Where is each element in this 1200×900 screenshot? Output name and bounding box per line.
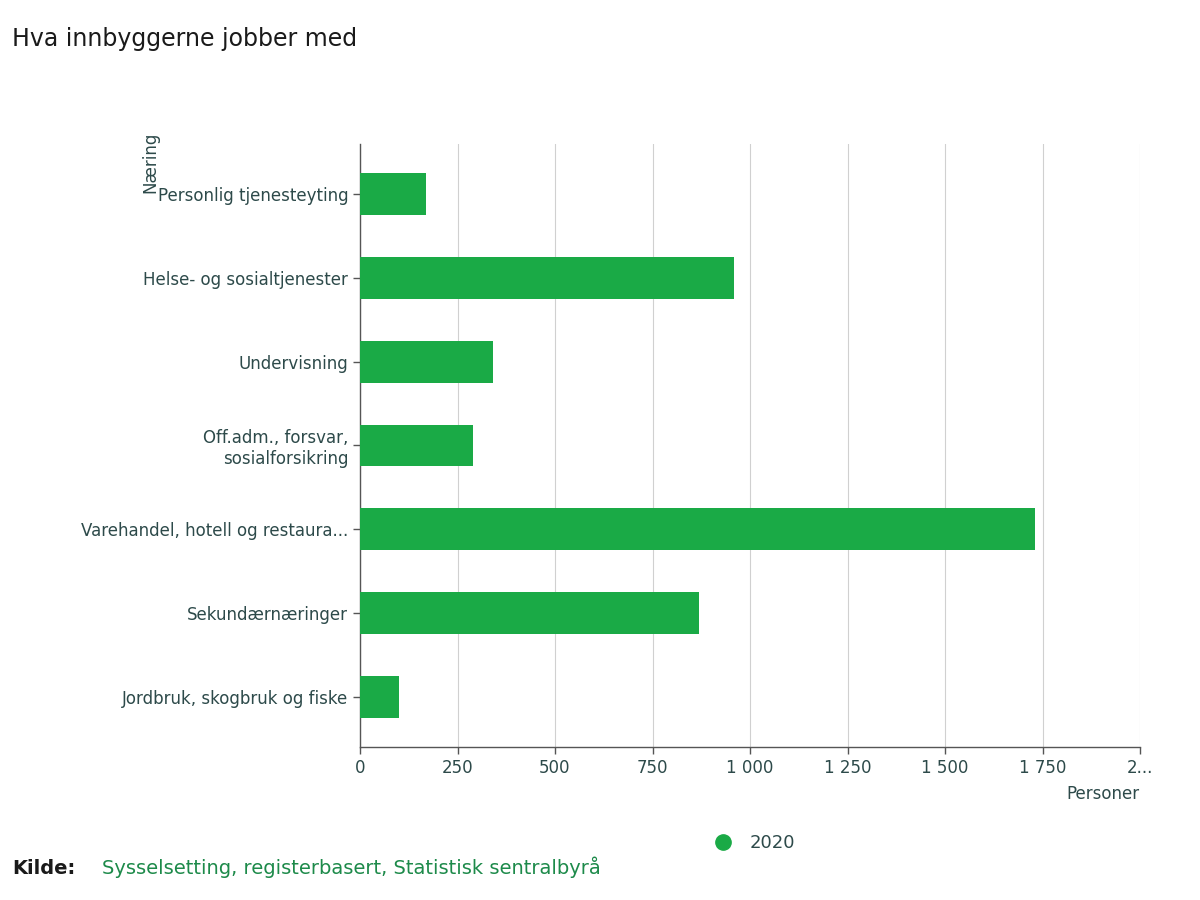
Bar: [360, 508, 1034, 550]
Text: Kilde:: Kilde:: [12, 859, 76, 877]
Text: Næring: Næring: [142, 132, 160, 194]
Legend: 2020: 2020: [704, 834, 796, 852]
Bar: [360, 676, 398, 717]
Bar: [360, 174, 426, 215]
X-axis label: Personer: Personer: [1067, 785, 1140, 803]
Bar: [360, 341, 493, 382]
Bar: [360, 257, 734, 299]
Bar: [360, 425, 473, 466]
Bar: [360, 592, 700, 634]
Text: Hva innbyggerne jobber med: Hva innbyggerne jobber med: [12, 27, 358, 51]
Text: Sysselsetting, registerbasert, Statistisk sentralbyrå: Sysselsetting, registerbasert, Statistis…: [102, 856, 601, 878]
